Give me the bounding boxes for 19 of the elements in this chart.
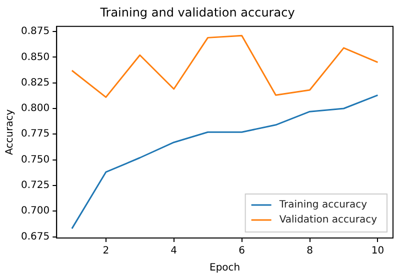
y-tick-label: 0.775: [20, 128, 50, 140]
y-tick-label: 0.800: [20, 103, 50, 114]
x-tick-label: 6: [238, 246, 245, 257]
legend-label: Validation accuracy: [279, 214, 378, 226]
x-tick-label: 8: [306, 246, 313, 257]
y-axis-title: Accuracy: [4, 109, 16, 156]
chart-title: Training and validation accuracy: [99, 5, 295, 20]
y-tick-label: 0.850: [20, 52, 50, 63]
x-tick-label: 2: [102, 246, 110, 257]
x-tick-label: 4: [170, 246, 178, 257]
x-axis-title: Epoch: [210, 262, 240, 274]
y-tick-label: 0.725: [20, 180, 50, 192]
y-tick-label: 0.825: [20, 77, 50, 88]
legend-label: Training accuracy: [278, 200, 368, 211]
y-tick-label: 0.700: [20, 206, 50, 217]
x-tick-label: 10: [371, 246, 384, 257]
y-tick-label: 0.750: [20, 154, 50, 166]
y-tick-label: 0.875: [20, 26, 50, 38]
y-tick-label: 0.675: [20, 231, 50, 242]
